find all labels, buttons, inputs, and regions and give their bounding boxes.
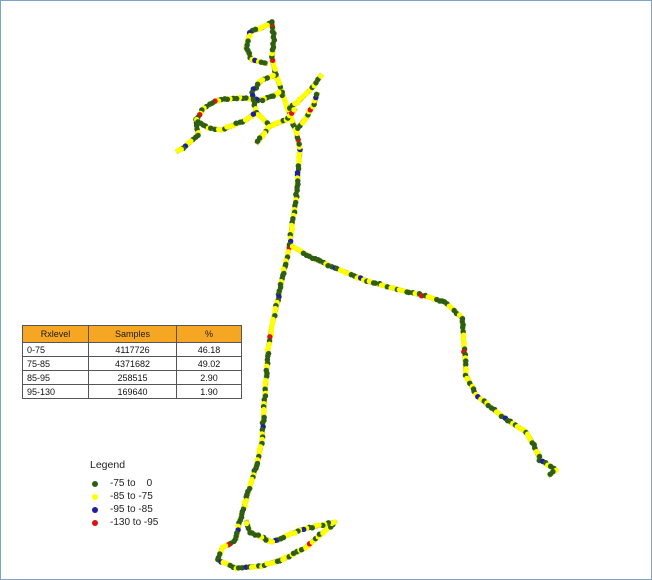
sample-dot — [243, 494, 249, 500]
table-row: 95-130 169640 1.90 — [22, 384, 242, 399]
route-segment — [288, 242, 559, 478]
sample-dot — [208, 125, 214, 131]
route-sample-dots — [175, 19, 559, 572]
sample-dot — [264, 560, 270, 567]
sample-dot — [309, 539, 316, 545]
legend-item: -95 to -85 — [90, 503, 158, 516]
sample-dot — [313, 91, 320, 98]
sample-dot — [406, 289, 412, 296]
legend-label: -130 to -95 — [110, 517, 159, 528]
sample-dot — [536, 453, 543, 460]
sample-dot — [280, 266, 286, 272]
sample-dot — [276, 119, 282, 126]
cell-samples: 4371682 — [88, 356, 177, 371]
sample-dot — [254, 138, 261, 144]
sample-dot — [302, 116, 309, 122]
sample-dot — [261, 410, 267, 416]
legend-item: -85 to -75 — [90, 490, 158, 503]
sample-dot — [463, 361, 469, 368]
sample-dot — [247, 530, 253, 536]
table-row: 85-95 258515 2.90 — [22, 370, 242, 385]
legend-label: -85 to -75 — [110, 491, 153, 502]
rxlevel-stats-table: Rxlevel Samples % 0-75 4117726 46.18 75-… — [22, 325, 242, 399]
sample-dot — [267, 334, 273, 340]
table-row: 0-75 4117726 46.18 — [22, 342, 242, 357]
sample-dot — [261, 397, 267, 403]
legend-dot-icon — [92, 519, 98, 526]
cell-percent: 2.90 — [176, 370, 242, 385]
legend-item: -75 to 0 — [90, 477, 158, 490]
legend-item: -130 to -95 — [90, 516, 158, 529]
cell-rxlevel: 95-130 — [22, 384, 89, 399]
sample-dot — [292, 202, 298, 209]
cell-rxlevel: 85-95 — [22, 370, 89, 385]
cell-percent: 49.02 — [176, 356, 242, 371]
cell-samples: 4117726 — [88, 342, 177, 357]
sample-dot — [320, 522, 326, 529]
sample-dot — [303, 90, 310, 96]
legend-dot-icon — [92, 493, 98, 500]
header-percent: % — [176, 325, 242, 343]
sample-dot — [262, 60, 268, 66]
sample-dot — [318, 73, 324, 79]
sample-dot — [412, 290, 418, 297]
sample-dot — [269, 28, 276, 35]
sample-dot — [294, 134, 300, 141]
legend-label: -75 to 0 — [110, 478, 153, 489]
sample-dot — [226, 123, 233, 129]
sample-dot — [372, 280, 378, 286]
cell-samples: 169640 — [88, 384, 177, 399]
table-row: 75-85 4371682 49.02 — [22, 356, 242, 371]
sample-dot — [259, 97, 266, 104]
sample-dot — [239, 565, 245, 571]
sample-dot — [251, 468, 257, 474]
sample-dot — [311, 101, 317, 108]
cell-samples: 258515 — [88, 370, 177, 385]
sample-dot — [259, 436, 265, 443]
sample-dot — [292, 530, 298, 536]
sample-dot — [366, 278, 373, 284]
sample-dot — [257, 25, 263, 32]
sample-dot — [262, 386, 268, 392]
header-rxlevel: Rxlevel — [22, 325, 89, 343]
sample-dot — [264, 373, 270, 379]
cell-rxlevel: 75-85 — [22, 356, 89, 371]
sample-dot — [269, 50, 275, 57]
cell-percent: 46.18 — [176, 342, 242, 357]
sample-dot — [298, 547, 305, 553]
sample-dot — [250, 111, 257, 117]
sample-dot — [246, 50, 253, 56]
sample-dot — [456, 312, 463, 318]
legend-dot-icon — [92, 506, 98, 513]
legend-dot-icon — [92, 480, 98, 487]
table-header-row: Rxlevel Samples % — [22, 325, 242, 343]
cell-percent: 1.90 — [176, 384, 242, 399]
sample-dot — [296, 141, 302, 147]
legend-title: Legend — [90, 459, 126, 471]
sample-dot — [241, 499, 248, 505]
sample-dot — [243, 520, 250, 527]
sample-dot — [296, 159, 302, 165]
sample-dot — [301, 526, 307, 533]
sample-dot — [175, 147, 181, 153]
header-samples: Samples — [88, 325, 177, 343]
sample-dot — [264, 363, 270, 369]
sample-dot — [268, 325, 275, 331]
legend-label: -95 to -85 — [110, 504, 153, 515]
sample-dot — [291, 107, 297, 113]
route-underlay — [174, 19, 559, 571]
sample-dot — [396, 287, 403, 293]
legend: Legend -75 to 0 -85 to -75 -95 to -85 -1… — [90, 459, 158, 529]
sample-dot — [248, 564, 255, 571]
sample-dot — [219, 544, 225, 550]
sample-dot — [547, 471, 553, 477]
cell-rxlevel: 0-75 — [22, 342, 89, 357]
sample-dot — [259, 427, 265, 433]
sample-dot — [460, 324, 466, 331]
